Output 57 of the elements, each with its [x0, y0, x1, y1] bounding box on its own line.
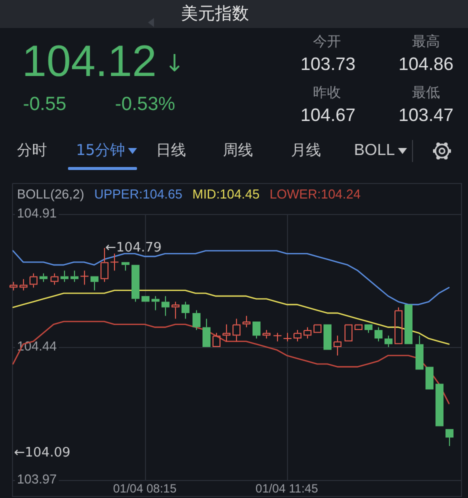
candlestick — [232, 318, 240, 342]
candlestick — [10, 281, 18, 291]
text: -0.55 — [23, 94, 66, 115]
text: BOLL — [354, 142, 395, 159]
text: UPPER:104.65 — [94, 186, 182, 202]
text: 美元指数 — [181, 4, 249, 24]
annotation: ←104.79 — [105, 240, 162, 256]
candlestick — [222, 324, 230, 342]
candlestick — [252, 322, 260, 340]
candlestick — [446, 429, 454, 447]
candlestick — [162, 296, 170, 316]
candlestick — [384, 335, 392, 348]
candlestick — [374, 326, 382, 342]
text: 104.86 — [398, 54, 454, 74]
candlestick — [20, 278, 28, 291]
text: 15分钟 — [76, 141, 126, 159]
text: 周线 — [223, 141, 253, 159]
y-tick-label: 104.91 — [17, 206, 57, 221]
text: 分时 — [17, 141, 47, 159]
candlestick — [364, 324, 372, 334]
candlestick — [132, 264, 140, 302]
text: 今开 — [313, 34, 341, 50]
annotation: ←104.09 — [14, 445, 70, 460]
candlestick — [30, 272, 38, 288]
candlestick — [90, 276, 98, 291]
candlestick — [50, 272, 58, 286]
candlestick — [304, 326, 312, 340]
candlestick — [202, 318, 210, 347]
candlestick — [212, 332, 220, 347]
candlestick — [122, 262, 130, 272]
y-tick-label: 103.97 — [17, 472, 57, 487]
legend-title: BOLL(26,2) — [17, 186, 84, 202]
text: 日线 — [156, 141, 186, 159]
candlestick — [242, 315, 250, 328]
text: LOWER:104.24 — [270, 186, 361, 202]
x-tick-label: 01/04 11:45 — [256, 481, 318, 496]
text: 最低 — [412, 85, 440, 101]
candlestick — [262, 330, 270, 340]
text: 104.67 — [300, 105, 356, 125]
candlestick — [182, 301, 190, 320]
text: 103.47 — [398, 105, 454, 125]
candlestick — [334, 335, 342, 356]
text: 103.73 — [300, 54, 356, 74]
candlestick — [294, 330, 302, 342]
text: -0.53% — [115, 94, 176, 115]
text: 最高 — [412, 34, 440, 50]
candlestick — [192, 310, 200, 331]
text: 月线 — [291, 141, 321, 159]
candlestick — [394, 306, 402, 344]
text: 昨收 — [313, 85, 341, 101]
candlestick — [416, 335, 424, 370]
candlestick — [80, 270, 88, 286]
text: 104.12 — [22, 37, 157, 86]
text: MID:104.45 — [192, 186, 260, 202]
candlestick — [172, 301, 180, 320]
candlestick — [110, 253, 118, 272]
x-tick-label: 01/04 08:15 — [113, 481, 177, 496]
